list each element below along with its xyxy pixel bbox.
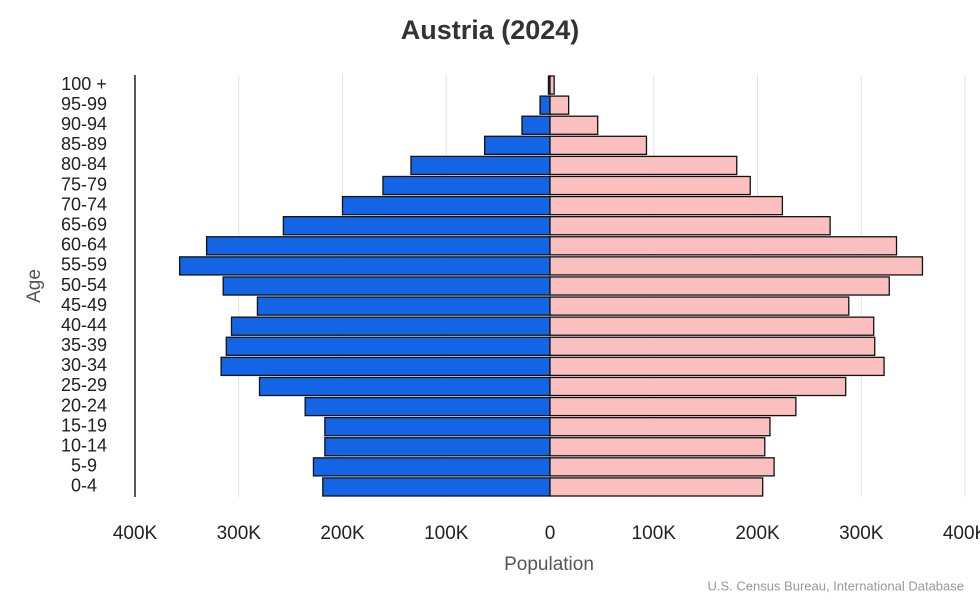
bar [549, 216, 831, 236]
y-tick-label: 75-79 [61, 174, 107, 194]
bar [549, 75, 555, 95]
bar [312, 457, 551, 477]
bar [549, 155, 738, 176]
bar [225, 336, 551, 356]
bar [549, 376, 847, 397]
bar [549, 276, 890, 296]
bar [382, 175, 551, 196]
bar [549, 477, 764, 497]
bar [549, 256, 924, 276]
y-tick-label: 10-14 [61, 436, 107, 456]
y-axis-label: Age [24, 269, 45, 303]
y-tick-label: 30-34 [61, 355, 107, 375]
bar [483, 135, 551, 156]
bar [205, 236, 551, 256]
y-tick-label: 5-9 [71, 456, 97, 476]
x-tick-label: 100K [632, 523, 677, 544]
y-tick-label: 25-29 [61, 375, 107, 395]
y-tick-label: 55-59 [61, 255, 107, 275]
bar [304, 396, 551, 417]
bar [282, 216, 551, 236]
bar [549, 437, 766, 457]
bar [230, 316, 551, 336]
y-tick-label: 85-89 [61, 134, 107, 154]
x-tick-label: 400K [113, 523, 158, 544]
x-tick-label: 100K [424, 523, 469, 544]
y-tick-label: 100 + [61, 74, 107, 94]
bar [549, 356, 885, 377]
chart-title: Austria (2024) [401, 15, 580, 45]
bar [549, 95, 570, 115]
bar [521, 115, 551, 135]
bar [178, 256, 551, 276]
x-tick-label: 300K [217, 523, 262, 544]
bar [256, 296, 551, 316]
x-tick-label: 0 [545, 523, 556, 544]
bar [549, 115, 599, 135]
bar [549, 236, 898, 256]
x-tick-label: 300K [839, 523, 884, 544]
y-tick-label: 60-64 [61, 235, 107, 255]
y-tick-label: 65-69 [61, 214, 107, 234]
y-tick-label: 70-74 [61, 194, 107, 214]
bar [410, 155, 551, 176]
bar [324, 437, 551, 457]
bar [549, 296, 850, 316]
y-tick-label: 15-19 [61, 415, 107, 435]
x-axis-label: Population [504, 554, 594, 575]
bar [341, 195, 551, 216]
bar [549, 175, 751, 196]
y-tick-label: 35-39 [61, 335, 107, 355]
bar [322, 477, 551, 497]
x-tick-label: 400K [943, 523, 980, 544]
bar [549, 195, 784, 216]
bar [258, 376, 551, 397]
y-tick-label: 0-4 [71, 476, 97, 496]
bar [549, 316, 875, 336]
bar [549, 336, 876, 356]
y-tick-label: 40-44 [61, 315, 107, 335]
y-tick-label: 95-99 [61, 94, 107, 114]
bar [324, 416, 551, 437]
bar [549, 135, 648, 156]
y-tick-label: 50-54 [61, 275, 107, 295]
y-tick-label: 45-49 [61, 295, 107, 315]
x-tick-label: 200K [320, 523, 365, 544]
bar [549, 416, 771, 437]
bar [549, 396, 797, 417]
bar [222, 276, 551, 296]
bar [549, 457, 775, 477]
bar [539, 95, 551, 115]
y-tick-label: 90-94 [61, 114, 107, 134]
bar [220, 356, 551, 377]
x-tick-label: 200K [735, 523, 780, 544]
source-note: U.S. Census Bureau, International Databa… [707, 578, 964, 593]
y-tick-label: 20-24 [61, 395, 107, 415]
y-tick-label: 80-84 [61, 154, 107, 174]
